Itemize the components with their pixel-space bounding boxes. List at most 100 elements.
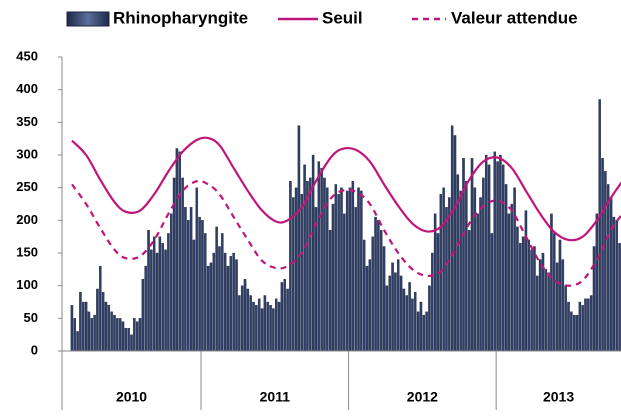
bar bbox=[604, 171, 607, 352]
bar bbox=[553, 233, 556, 352]
bar bbox=[204, 233, 207, 352]
bar bbox=[524, 210, 528, 352]
bar bbox=[187, 220, 190, 352]
y-tick-label: 300 bbox=[16, 146, 38, 161]
line-series bbox=[71, 136, 621, 242]
bar bbox=[121, 321, 125, 352]
bar bbox=[226, 265, 230, 352]
x-group-label: 2011 bbox=[260, 389, 291, 405]
bar bbox=[416, 311, 420, 352]
bar bbox=[343, 213, 346, 352]
bar bbox=[354, 207, 357, 352]
bar bbox=[572, 314, 576, 352]
bar bbox=[110, 311, 113, 352]
bar bbox=[405, 295, 409, 352]
bar bbox=[351, 180, 355, 352]
bar bbox=[161, 243, 164, 352]
bar bbox=[544, 269, 548, 352]
bar bbox=[201, 220, 204, 352]
bar bbox=[269, 305, 272, 352]
bar bbox=[618, 243, 621, 352]
bar bbox=[286, 288, 289, 352]
bar bbox=[493, 151, 496, 352]
bar bbox=[550, 213, 553, 352]
bar bbox=[419, 301, 423, 352]
bar bbox=[382, 246, 386, 352]
bar bbox=[377, 220, 380, 352]
bar bbox=[96, 288, 99, 352]
bar bbox=[612, 216, 616, 352]
bar bbox=[260, 308, 264, 352]
bar bbox=[82, 301, 85, 352]
bar bbox=[158, 236, 162, 352]
bar bbox=[484, 154, 488, 352]
bar bbox=[238, 295, 241, 352]
bar bbox=[277, 301, 281, 352]
bar bbox=[428, 285, 431, 352]
bar bbox=[291, 197, 295, 352]
bar bbox=[167, 233, 170, 352]
bar bbox=[138, 318, 142, 352]
y-tick-label: 0 bbox=[31, 342, 38, 357]
y-tick-label: 100 bbox=[16, 277, 38, 292]
bar bbox=[133, 318, 136, 352]
bar bbox=[360, 190, 363, 352]
bar bbox=[300, 194, 304, 352]
bar bbox=[246, 288, 250, 352]
bar bbox=[436, 233, 440, 352]
bar bbox=[374, 216, 377, 352]
bar bbox=[303, 164, 306, 352]
bar bbox=[289, 180, 292, 352]
y-tick-label: 450 bbox=[16, 48, 38, 63]
bar bbox=[587, 298, 590, 352]
bar bbox=[362, 239, 366, 352]
bar bbox=[575, 314, 579, 352]
legend-label: Valeur attendue bbox=[451, 8, 578, 27]
bar bbox=[113, 314, 116, 352]
bar bbox=[368, 259, 372, 352]
bar bbox=[530, 249, 533, 352]
bar bbox=[348, 187, 352, 352]
bar bbox=[326, 187, 329, 352]
bar bbox=[169, 213, 173, 352]
bar bbox=[558, 239, 562, 352]
bar bbox=[385, 285, 389, 352]
bar bbox=[501, 164, 505, 352]
bar bbox=[320, 167, 323, 352]
bar bbox=[317, 161, 321, 352]
bar bbox=[331, 203, 335, 352]
bar bbox=[198, 216, 201, 352]
bar bbox=[592, 246, 596, 352]
bar bbox=[340, 187, 343, 352]
bar bbox=[104, 301, 108, 352]
bar bbox=[328, 229, 332, 352]
y-tick-label: 200 bbox=[16, 212, 38, 227]
bar bbox=[450, 125, 454, 352]
bar bbox=[221, 233, 224, 352]
bar bbox=[141, 278, 145, 352]
bar bbox=[564, 285, 567, 352]
bar bbox=[124, 327, 128, 352]
bar bbox=[465, 180, 468, 352]
bar bbox=[510, 203, 513, 352]
bar bbox=[309, 177, 312, 352]
x-group-label: 2010 bbox=[116, 389, 147, 405]
bar bbox=[87, 311, 91, 352]
bar bbox=[470, 158, 474, 352]
bar bbox=[99, 265, 102, 352]
bar bbox=[195, 187, 199, 352]
bar bbox=[598, 99, 601, 352]
bar bbox=[240, 285, 244, 352]
bar bbox=[118, 318, 122, 352]
bar bbox=[101, 292, 105, 352]
bar bbox=[93, 314, 96, 352]
bar bbox=[448, 197, 451, 352]
bar bbox=[490, 233, 494, 352]
bar bbox=[504, 184, 508, 352]
bar bbox=[581, 305, 584, 352]
bar bbox=[578, 301, 582, 352]
bar bbox=[263, 295, 267, 352]
bar bbox=[306, 180, 309, 352]
bar bbox=[536, 275, 539, 352]
y-tick-label: 400 bbox=[16, 81, 38, 96]
